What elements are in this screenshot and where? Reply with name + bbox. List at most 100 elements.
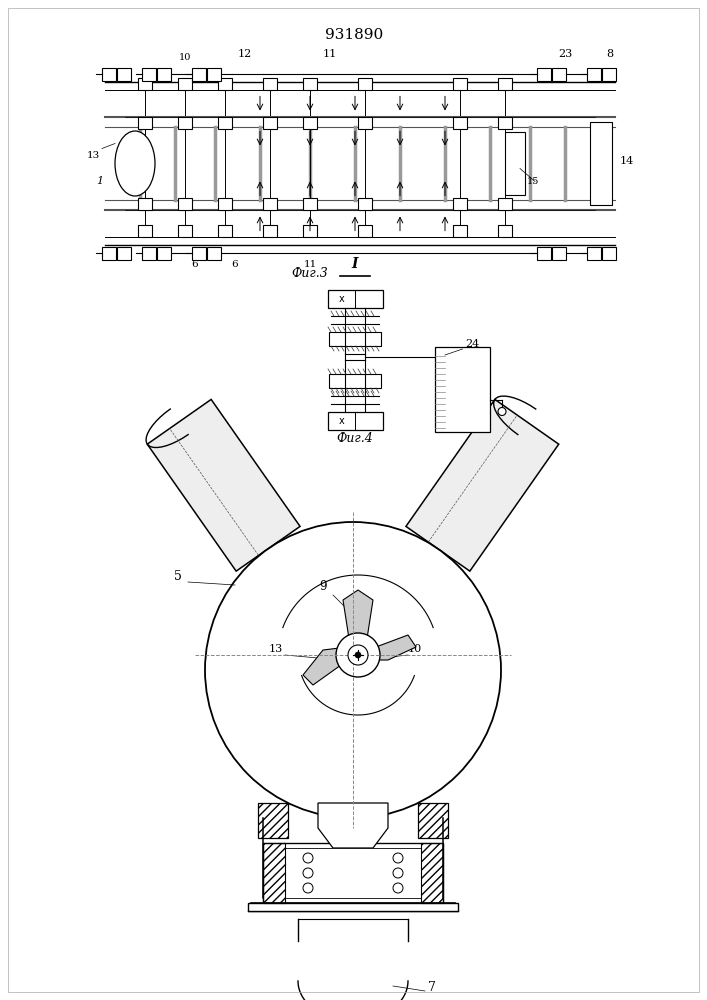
Bar xyxy=(102,68,116,81)
Bar xyxy=(178,78,192,90)
Bar xyxy=(102,247,116,260)
Ellipse shape xyxy=(115,131,155,196)
Bar xyxy=(453,117,467,129)
Bar xyxy=(327,412,382,430)
Bar xyxy=(263,198,277,210)
Circle shape xyxy=(348,645,368,665)
Circle shape xyxy=(355,652,361,658)
Bar xyxy=(218,78,232,90)
Bar xyxy=(263,843,285,903)
Bar xyxy=(453,198,467,210)
Bar xyxy=(138,78,152,90)
Text: 6: 6 xyxy=(192,260,198,269)
Circle shape xyxy=(393,883,403,893)
Text: 7: 7 xyxy=(428,981,436,994)
Bar xyxy=(329,374,381,388)
Bar xyxy=(192,68,206,81)
Text: Фиг.4: Фиг.4 xyxy=(337,432,373,445)
Bar xyxy=(285,848,421,898)
Bar xyxy=(327,290,382,308)
Bar xyxy=(537,68,551,81)
Polygon shape xyxy=(318,803,388,848)
Bar xyxy=(552,247,566,260)
Polygon shape xyxy=(303,647,348,685)
Bar xyxy=(157,247,171,260)
Polygon shape xyxy=(343,590,373,645)
Circle shape xyxy=(303,883,313,893)
Bar xyxy=(537,247,551,260)
Bar xyxy=(207,247,221,260)
Bar xyxy=(587,68,601,81)
Bar xyxy=(142,68,156,81)
Text: Фиг.3: Фиг.3 xyxy=(291,267,328,280)
Bar xyxy=(117,68,131,81)
Bar xyxy=(498,78,512,90)
Bar xyxy=(358,198,372,210)
Text: 11: 11 xyxy=(303,260,317,269)
Circle shape xyxy=(393,868,403,878)
Bar xyxy=(138,198,152,210)
Polygon shape xyxy=(147,399,300,571)
Bar xyxy=(263,843,443,903)
Text: 24: 24 xyxy=(465,339,479,349)
Bar xyxy=(602,68,616,81)
Polygon shape xyxy=(406,399,559,571)
Bar xyxy=(418,803,448,838)
Circle shape xyxy=(336,633,380,677)
Bar xyxy=(498,225,512,237)
Circle shape xyxy=(303,868,313,878)
Text: x: x xyxy=(339,294,344,304)
Text: 1: 1 xyxy=(96,176,103,186)
Bar xyxy=(329,332,381,346)
Circle shape xyxy=(205,522,501,818)
Text: 8: 8 xyxy=(607,49,614,59)
Text: 23: 23 xyxy=(558,49,572,59)
Bar xyxy=(157,68,171,81)
Bar xyxy=(552,68,566,81)
Bar xyxy=(192,247,206,260)
Bar xyxy=(218,117,232,129)
Bar xyxy=(505,132,525,195)
Bar xyxy=(248,903,458,911)
Bar xyxy=(263,225,277,237)
Bar xyxy=(138,225,152,237)
Circle shape xyxy=(498,408,506,416)
Text: 13: 13 xyxy=(269,644,283,654)
Text: 12: 12 xyxy=(238,49,252,59)
Bar xyxy=(498,117,512,129)
Text: I: I xyxy=(352,257,358,271)
Bar xyxy=(602,247,616,260)
Bar xyxy=(138,117,152,129)
Bar xyxy=(218,225,232,237)
Text: 13: 13 xyxy=(87,151,100,160)
Text: 931890: 931890 xyxy=(325,28,383,42)
Circle shape xyxy=(393,853,403,863)
Bar xyxy=(218,198,232,210)
Bar xyxy=(358,117,372,129)
Text: 10: 10 xyxy=(179,53,191,62)
Text: 9: 9 xyxy=(320,580,327,593)
Text: 11: 11 xyxy=(323,49,337,59)
Text: 6: 6 xyxy=(232,260,238,269)
Bar xyxy=(178,117,192,129)
Circle shape xyxy=(303,853,313,863)
Bar xyxy=(358,78,372,90)
Bar xyxy=(358,225,372,237)
Text: 15: 15 xyxy=(527,176,539,186)
Text: 14: 14 xyxy=(620,155,634,165)
Bar xyxy=(590,122,612,205)
Bar xyxy=(453,78,467,90)
Bar xyxy=(498,198,512,210)
Bar xyxy=(207,68,221,81)
Polygon shape xyxy=(368,635,416,660)
Bar xyxy=(263,78,277,90)
Bar xyxy=(303,117,317,129)
Bar xyxy=(587,247,601,260)
Bar xyxy=(258,803,288,838)
Bar xyxy=(263,117,277,129)
Bar xyxy=(303,225,317,237)
Bar xyxy=(435,347,490,432)
Text: x: x xyxy=(339,416,344,426)
Bar xyxy=(142,247,156,260)
Bar xyxy=(178,225,192,237)
